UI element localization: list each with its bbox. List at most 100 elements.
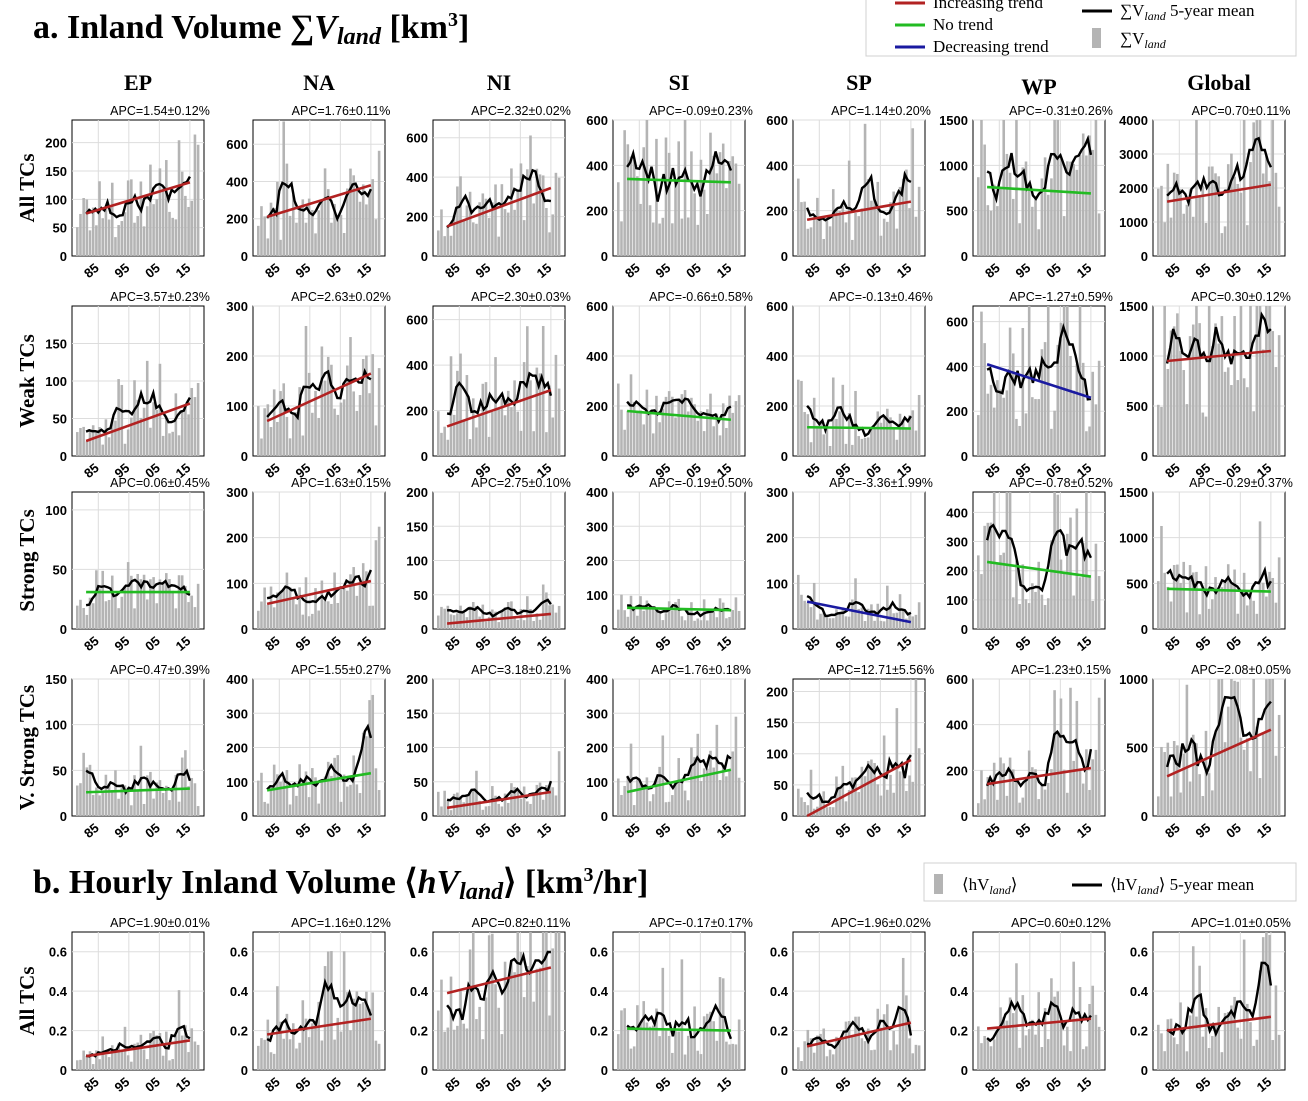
bar bbox=[712, 611, 715, 629]
bar bbox=[193, 607, 197, 629]
bar bbox=[1018, 425, 1021, 456]
bar bbox=[1043, 157, 1047, 256]
bar bbox=[317, 417, 320, 456]
five-year-mean-line bbox=[986, 322, 1092, 401]
bar bbox=[1220, 233, 1224, 256]
bar bbox=[651, 607, 655, 629]
bar bbox=[110, 418, 114, 456]
y-tick-label: 100 bbox=[45, 718, 67, 733]
bar bbox=[307, 1037, 311, 1070]
bar bbox=[1258, 778, 1262, 816]
bar bbox=[639, 410, 642, 456]
y-tick-label: 400 bbox=[766, 349, 788, 364]
bar bbox=[358, 793, 362, 816]
bar bbox=[1091, 985, 1095, 1070]
bar bbox=[307, 372, 311, 456]
bar bbox=[291, 194, 295, 256]
bar bbox=[1195, 120, 1198, 256]
column-header-ni: NI bbox=[487, 70, 511, 95]
bar bbox=[671, 396, 674, 456]
bar bbox=[1226, 164, 1230, 256]
bar bbox=[339, 586, 343, 629]
bar bbox=[468, 949, 472, 1070]
bar bbox=[1053, 410, 1056, 456]
bar bbox=[1223, 582, 1227, 629]
bar bbox=[838, 1040, 841, 1070]
bar bbox=[545, 785, 548, 816]
x-tick-label: 95 bbox=[473, 260, 494, 281]
bar bbox=[459, 353, 462, 456]
y-tick-label: 200 bbox=[226, 349, 248, 364]
bar bbox=[718, 977, 722, 1070]
x-tick-label: 95 bbox=[473, 820, 494, 841]
bar bbox=[718, 598, 722, 629]
column-header-global: Global bbox=[1187, 70, 1251, 95]
bar bbox=[1066, 533, 1069, 629]
trend-line bbox=[1166, 728, 1272, 778]
bar bbox=[1179, 792, 1182, 816]
bar bbox=[279, 781, 282, 816]
bar bbox=[314, 233, 317, 256]
x-tick-label: 15 bbox=[534, 820, 555, 841]
y-tick-label: 0 bbox=[1141, 249, 1148, 264]
bar bbox=[1207, 608, 1211, 629]
bar bbox=[120, 221, 124, 256]
bar bbox=[1214, 577, 1217, 629]
x-tick-label: 95 bbox=[833, 1074, 854, 1095]
bar bbox=[680, 394, 684, 456]
bar bbox=[977, 415, 980, 456]
bar bbox=[76, 785, 79, 816]
bar bbox=[374, 1040, 378, 1070]
bar bbox=[336, 603, 340, 629]
bar bbox=[522, 362, 526, 456]
bar bbox=[1043, 604, 1047, 629]
bar bbox=[114, 420, 117, 456]
y-tick-label: 200 bbox=[766, 204, 788, 219]
five-year-mean-line bbox=[446, 371, 553, 416]
y-tick-label: 0 bbox=[60, 449, 67, 464]
bar bbox=[497, 803, 500, 816]
bar bbox=[870, 759, 873, 816]
bar bbox=[1157, 796, 1160, 816]
x-tick-label: 85 bbox=[262, 633, 283, 654]
bar bbox=[989, 522, 993, 629]
bar bbox=[358, 201, 362, 256]
bar bbox=[667, 152, 671, 256]
bar bbox=[101, 570, 105, 629]
bar bbox=[661, 408, 665, 456]
bar bbox=[898, 771, 902, 816]
bar bbox=[484, 198, 488, 256]
bar bbox=[1277, 1034, 1281, 1070]
bar bbox=[626, 144, 630, 256]
bar bbox=[196, 1044, 200, 1070]
bar bbox=[1239, 1038, 1243, 1070]
bar bbox=[1239, 306, 1243, 456]
bar bbox=[1056, 120, 1060, 256]
bar bbox=[545, 592, 548, 629]
bar bbox=[617, 383, 620, 456]
bar bbox=[471, 602, 475, 629]
bar bbox=[629, 374, 633, 456]
x-tick-label: 15 bbox=[1254, 820, 1275, 841]
bar bbox=[266, 404, 270, 456]
bar bbox=[642, 787, 646, 816]
bar bbox=[734, 163, 738, 256]
bar bbox=[311, 412, 314, 456]
bar bbox=[449, 235, 453, 256]
bar bbox=[1236, 380, 1240, 456]
bar bbox=[1249, 162, 1252, 256]
bar bbox=[117, 1043, 120, 1070]
bar bbox=[655, 779, 658, 816]
bar bbox=[1046, 194, 1050, 256]
bar bbox=[1223, 371, 1227, 456]
apc-label: APC=-0.31±0.26% bbox=[1009, 104, 1113, 118]
bar bbox=[532, 620, 535, 629]
bar bbox=[301, 435, 305, 456]
y-tick-label: 0.2 bbox=[770, 1024, 788, 1039]
bar bbox=[693, 757, 696, 816]
y-tick-label: 150 bbox=[766, 716, 788, 731]
bar bbox=[98, 795, 101, 816]
y-tick-label: 300 bbox=[946, 535, 968, 550]
